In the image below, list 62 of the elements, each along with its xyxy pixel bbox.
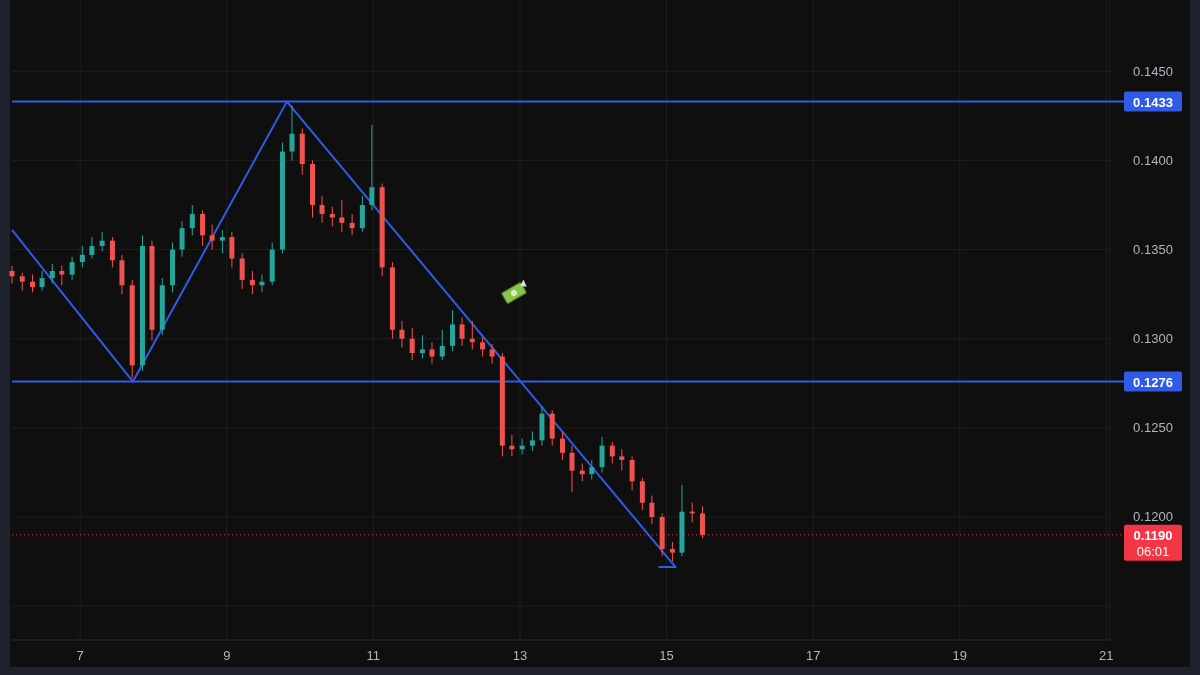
x-tick-label: 7 — [76, 648, 84, 663]
candlestick — [369, 124, 375, 211]
candlestick — [489, 343, 495, 365]
candlestick — [79, 245, 85, 268]
candlestick — [289, 104, 295, 161]
y-tick-label: 0.1300 — [1133, 331, 1173, 347]
candlestick — [439, 329, 445, 361]
candlestick — [99, 231, 105, 252]
candlestick — [189, 204, 195, 236]
candlestick — [639, 477, 645, 511]
candlestick — [49, 263, 55, 284]
candlestick — [559, 430, 565, 461]
candlestick — [349, 213, 355, 236]
x-tick-label: 21 — [1099, 648, 1114, 663]
x-tick-label: 17 — [805, 648, 821, 663]
x-tick-label: 11 — [366, 648, 381, 663]
ref-line-label: 0.1433 — [1133, 94, 1173, 110]
ref-line-label: 0.1190 — [1133, 527, 1173, 543]
candlestick — [569, 445, 575, 493]
x-tick-label: 9 — [223, 648, 231, 663]
candlestick — [200, 209, 206, 247]
candlestick — [219, 229, 225, 254]
x-tick-label: 13 — [512, 648, 528, 663]
candlestick — [39, 270, 45, 292]
candlestick — [419, 334, 425, 359]
x-tick-label: 15 — [659, 648, 674, 663]
candlestick — [699, 505, 705, 539]
y-tick-label: 0.1250 — [1133, 420, 1173, 436]
candlestick — [619, 448, 625, 472]
candlestick — [399, 320, 405, 349]
ref-line-label: 0.1276 — [1133, 374, 1173, 390]
candlestick — [239, 252, 245, 290]
candlestick — [629, 455, 635, 491]
candlestick — [249, 270, 255, 295]
candlestick — [649, 495, 655, 525]
candlestick — [359, 195, 365, 233]
candlestick — [409, 327, 415, 361]
candlestick — [480, 336, 486, 358]
candlestick — [429, 341, 435, 365]
candlestick — [209, 224, 215, 251]
candlestick — [89, 236, 95, 259]
candlestick — [459, 316, 465, 347]
candlestick — [609, 441, 615, 465]
candlestick — [529, 430, 535, 452]
y-tick-label: 0.1350 — [1133, 242, 1173, 258]
candlestick — [59, 265, 65, 286]
candlestick — [589, 459, 595, 481]
candlestick — [179, 220, 185, 258]
candlestick — [229, 231, 235, 268]
y-tick-label: 0.1400 — [1133, 152, 1173, 168]
candlestick — [669, 541, 675, 563]
text: 06:01 — [1136, 543, 1170, 559]
candlestick — [339, 199, 345, 233]
candlestick — [450, 309, 456, 352]
y-tick-label: 0.1200 — [1133, 509, 1173, 525]
candlestick — [69, 256, 75, 281]
candlestick — [109, 236, 115, 268]
candlestick — [599, 436, 605, 473]
y-tick-label: 0.1450 — [1133, 63, 1173, 79]
candlestick — [9, 265, 15, 284]
candlestick — [319, 195, 325, 224]
x-tick-label: 19 — [952, 648, 967, 663]
